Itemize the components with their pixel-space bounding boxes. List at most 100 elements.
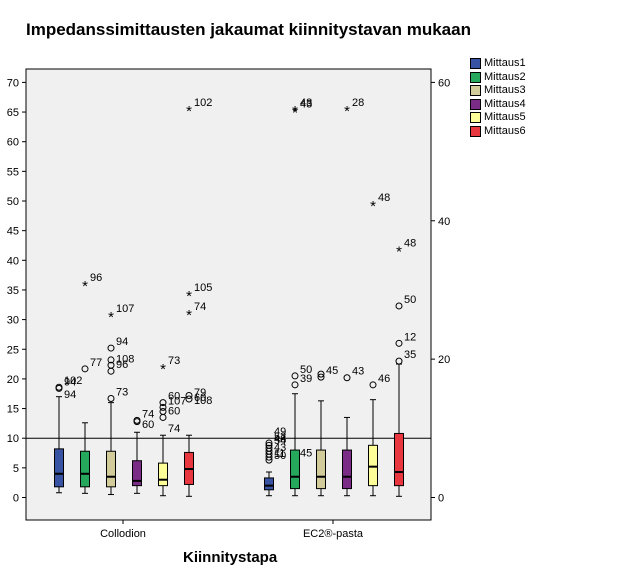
outlier-label: 79 <box>194 387 206 399</box>
outlier-label: 102 <box>194 97 212 109</box>
legend: Mittaus1 Mittaus2 Mittaus3 Mittaus4 Mittaus5… <box>470 57 526 138</box>
outlier-circle <box>317 373 325 381</box>
outlier-label: 60 <box>194 392 206 404</box>
outlier-label: 96 <box>90 272 102 284</box>
left-tick-label: 65 <box>7 107 19 119</box>
outlier-circle <box>291 381 299 389</box>
outlier-label: 35 <box>404 349 416 361</box>
outlier-label: 43 <box>274 442 286 454</box>
left-tick-label: 60 <box>7 137 19 149</box>
extreme-outlier-star: * <box>396 244 402 261</box>
outlier-label: 74 <box>142 408 154 420</box>
outlier-label: 74 <box>168 423 180 435</box>
left-tick-label: 35 <box>7 285 19 297</box>
outlier-label: 48 <box>300 97 312 109</box>
box-iqr <box>132 460 142 487</box>
extreme-outlier-star: * <box>370 198 376 215</box>
box-mittaus3-ec2-pasta <box>316 400 326 497</box>
box-mittaus6-collodion <box>184 434 194 497</box>
left-tick-label: 70 <box>7 77 19 89</box>
extreme-outlier-star: * <box>292 104 298 121</box>
legend-item: Mittaus2 <box>470 71 526 85</box>
outlier-circle <box>107 361 115 369</box>
box-mittaus2-ec2-pasta <box>290 393 300 497</box>
x-axis: Collodion EC2®-pasta <box>100 520 364 540</box>
box-mittaus6-ec2-pasta <box>394 363 404 497</box>
box-iqr <box>158 462 168 487</box>
outlier-circle <box>159 399 167 407</box>
legend-item: Mittaus4 <box>470 98 526 112</box>
outlier-circle <box>395 357 403 365</box>
legend-swatch <box>470 125 481 137</box>
chart-title: Impedanssimittausten jakaumat kiinnityst… <box>26 20 471 39</box>
box-iqr <box>316 449 326 490</box>
outlier-label: 105 <box>194 282 212 294</box>
box-mittaus1-collodion <box>54 396 64 494</box>
x-tick-label: Collodion <box>100 528 146 540</box>
legend-label: Mittaus3 <box>484 84 526 96</box>
legend-item: Mittaus3 <box>470 84 526 98</box>
right-y-axis: 0 20 40 60 <box>431 77 450 505</box>
outlier-circle <box>159 403 167 411</box>
box-iqr <box>290 449 300 490</box>
left-tick-label: 45 <box>7 226 19 238</box>
legend-item: Mittaus6 <box>470 125 526 139</box>
outlier-circle <box>185 395 193 403</box>
left-tick-label: 10 <box>7 433 19 445</box>
extreme-outlier-star: * <box>108 309 114 326</box>
extreme-outlier-star: * <box>160 361 166 378</box>
legend-label: Mittaus1 <box>484 57 526 69</box>
outlier-label: 94 <box>116 336 128 348</box>
extreme-outlier-star: * <box>186 307 192 324</box>
outlier-circle <box>185 392 193 400</box>
outlier-label: 52 <box>274 431 286 443</box>
legend-label: Mittaus4 <box>484 97 526 110</box>
outlier-circle <box>107 394 115 402</box>
box-mittaus2-collodion <box>80 422 90 494</box>
left-tick-label: 30 <box>7 315 19 327</box>
extreme-outlier-star: * <box>186 103 192 120</box>
left-tick-label: 50 <box>7 196 19 208</box>
legend-label: Mittaus6 <box>484 124 526 137</box>
outlier-label: 45 <box>326 365 338 377</box>
outlier-circle <box>395 339 403 347</box>
outlier-label: 48 <box>378 192 390 204</box>
box-mittaus5-collodion <box>158 434 168 497</box>
left-tick-label: 40 <box>7 255 19 267</box>
outlier-circle <box>81 365 89 373</box>
legend-label: Mittaus5 <box>484 111 526 123</box>
outlier-label: 46 <box>378 373 390 385</box>
outlier-label: 96 <box>116 359 128 371</box>
left-tick-label: 0 <box>13 493 19 505</box>
outlier-label: 43 <box>300 98 312 110</box>
left-tick-label: 20 <box>7 374 19 386</box>
box-iqr <box>342 449 352 490</box>
box-mittaus4-collodion <box>132 431 142 494</box>
left-tick-label: 55 <box>7 166 19 178</box>
extreme-outlier-star: * <box>82 278 88 295</box>
outlier-circle <box>265 439 273 447</box>
outlier-label: 43 <box>352 366 364 378</box>
outlier-label: 107 <box>116 303 134 315</box>
box-iqr <box>368 444 378 487</box>
outlier-label: 60 <box>142 419 154 431</box>
left-tick-label: 15 <box>7 404 19 416</box>
legend-swatch <box>470 58 481 70</box>
legend-item: Mittaus5 <box>470 111 526 125</box>
box-iqr <box>394 432 404 487</box>
outlier-label: 28 <box>352 97 364 109</box>
right-tick-label: 20 <box>438 354 450 366</box>
outlier-label: 39 <box>300 373 312 385</box>
outlier-label: 77 <box>90 357 102 369</box>
plot-area <box>25 68 432 521</box>
outlier-circle <box>133 416 141 424</box>
outlier-circle <box>107 356 115 364</box>
outlier-label: 73 <box>116 386 128 398</box>
outlier-label: 102 <box>64 375 82 387</box>
box-iqr <box>80 450 90 488</box>
outlier-label: 108 <box>194 395 212 407</box>
extreme-outlier-star: * <box>186 288 192 305</box>
legend-swatch <box>470 112 481 124</box>
